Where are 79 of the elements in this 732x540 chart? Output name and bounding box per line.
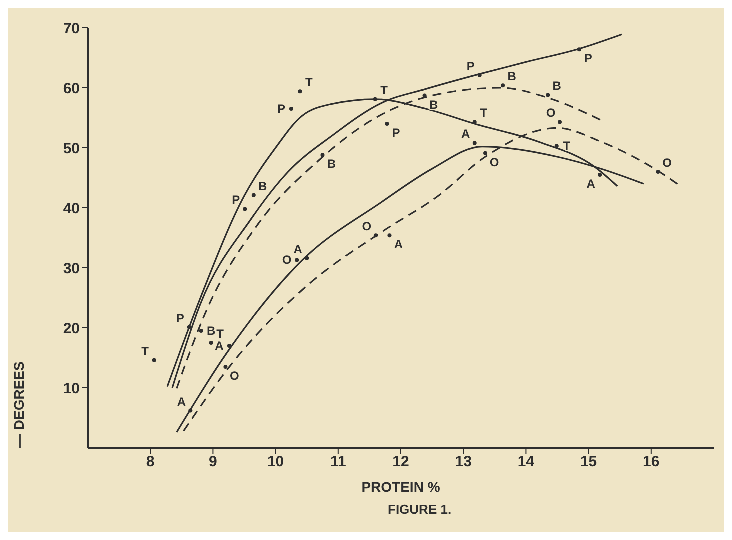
point — [385, 122, 390, 126]
y-tick-label: 60 — [63, 80, 80, 98]
point — [209, 341, 214, 345]
text: P — [277, 102, 286, 116]
text: P — [232, 193, 240, 208]
point — [374, 234, 378, 238]
x-tick-label: 9 — [209, 454, 218, 471]
point — [289, 107, 294, 111]
text: T — [380, 83, 388, 98]
y-tick-label: 10 — [63, 380, 80, 398]
series-label: B — [429, 98, 438, 112]
text: B — [552, 79, 562, 94]
text: B — [206, 324, 216, 338]
point — [298, 90, 302, 94]
point — [478, 73, 482, 78]
point — [546, 93, 550, 98]
text: O — [282, 253, 292, 268]
point — [152, 358, 156, 362]
point — [558, 120, 562, 124]
text: A — [177, 394, 186, 409]
x-tick-label: 11 — [330, 454, 346, 471]
y-tick-label: 30 — [63, 260, 80, 278]
point — [472, 141, 477, 146]
point — [295, 258, 300, 262]
text: A — [294, 242, 302, 256]
text: B — [258, 179, 268, 194]
x-tick-label: 12 — [392, 454, 410, 471]
x-axis-title: PROTEIN % — [362, 479, 441, 495]
point — [577, 48, 582, 52]
point — [598, 173, 602, 177]
x-tick-label: 10 — [267, 454, 284, 471]
point — [224, 365, 228, 369]
text: T — [563, 139, 571, 154]
point — [388, 234, 392, 238]
text: A — [586, 177, 596, 191]
x-tick-label: 13 — [455, 454, 472, 471]
text: T — [480, 106, 488, 120]
point — [373, 97, 378, 102]
y-tick-label: 50 — [63, 140, 80, 158]
text: A — [215, 339, 224, 353]
x-tick-label: 14 — [518, 454, 536, 471]
text: P — [392, 126, 400, 140]
point — [320, 153, 325, 158]
point — [243, 207, 248, 212]
point — [199, 329, 204, 333]
point — [187, 325, 192, 330]
point — [472, 120, 477, 124]
point — [554, 144, 559, 148]
point — [422, 94, 427, 98]
point — [227, 344, 232, 348]
caption: FIGURE 1. — [388, 502, 452, 517]
text: T — [216, 327, 224, 341]
y-tick-label: 20 — [63, 320, 80, 338]
y-tick-label: 70 — [63, 20, 80, 38]
y-tick-label: 40 — [63, 200, 80, 218]
text: O — [662, 156, 672, 170]
text: A — [394, 238, 404, 252]
y-axis-title: — DEGREES — [11, 362, 27, 448]
point — [305, 256, 310, 260]
point — [252, 193, 256, 198]
x-tick-label: 8 — [146, 454, 155, 471]
text: O — [546, 106, 556, 120]
series-label: T — [142, 344, 150, 358]
x-tick-label: 15 — [580, 454, 598, 471]
point — [484, 151, 488, 156]
text: T — [306, 76, 313, 90]
text: O — [490, 155, 500, 170]
point — [188, 408, 193, 413]
series-label: A — [462, 127, 471, 142]
text: O — [230, 369, 240, 383]
series-label: O — [362, 220, 372, 234]
text: B — [327, 157, 336, 172]
series-label: P — [176, 311, 184, 326]
point — [656, 170, 660, 174]
text: B — [508, 70, 516, 84]
point — [501, 84, 506, 88]
text: P — [466, 59, 475, 74]
text: P — [584, 52, 592, 66]
x-tick-label: 16 — [643, 454, 660, 471]
